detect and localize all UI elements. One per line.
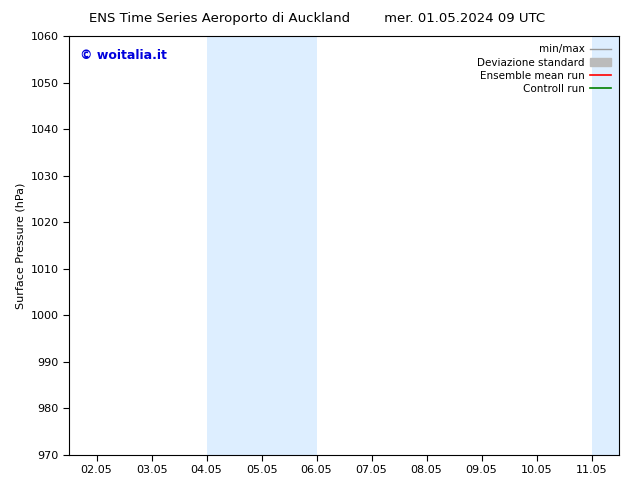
- Y-axis label: Surface Pressure (hPa): Surface Pressure (hPa): [15, 182, 25, 309]
- Bar: [592, 36, 619, 455]
- Legend: min/max, Deviazione standard, Ensemble mean run, Controll run: min/max, Deviazione standard, Ensemble m…: [474, 41, 614, 97]
- Text: ENS Time Series Aeroporto di Auckland        mer. 01.05.2024 09 UTC: ENS Time Series Aeroporto di Auckland me…: [89, 12, 545, 25]
- Bar: [207, 36, 316, 455]
- Text: © woitalia.it: © woitalia.it: [80, 49, 167, 62]
